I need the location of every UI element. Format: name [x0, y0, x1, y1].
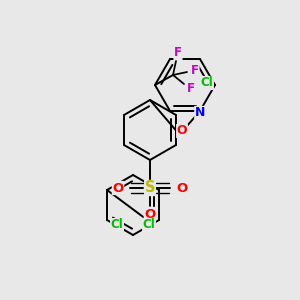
- Text: O: O: [144, 208, 156, 220]
- Text: O: O: [112, 182, 124, 194]
- Text: F: F: [191, 64, 199, 76]
- Text: Cl: Cl: [111, 218, 123, 232]
- Text: F: F: [187, 82, 195, 95]
- Text: F: F: [174, 46, 182, 59]
- Text: Cl: Cl: [142, 218, 155, 232]
- Text: S: S: [145, 181, 155, 196]
- Text: Cl: Cl: [201, 76, 213, 89]
- Text: O: O: [177, 124, 187, 137]
- Text: N: N: [195, 106, 205, 119]
- Text: O: O: [176, 182, 188, 194]
